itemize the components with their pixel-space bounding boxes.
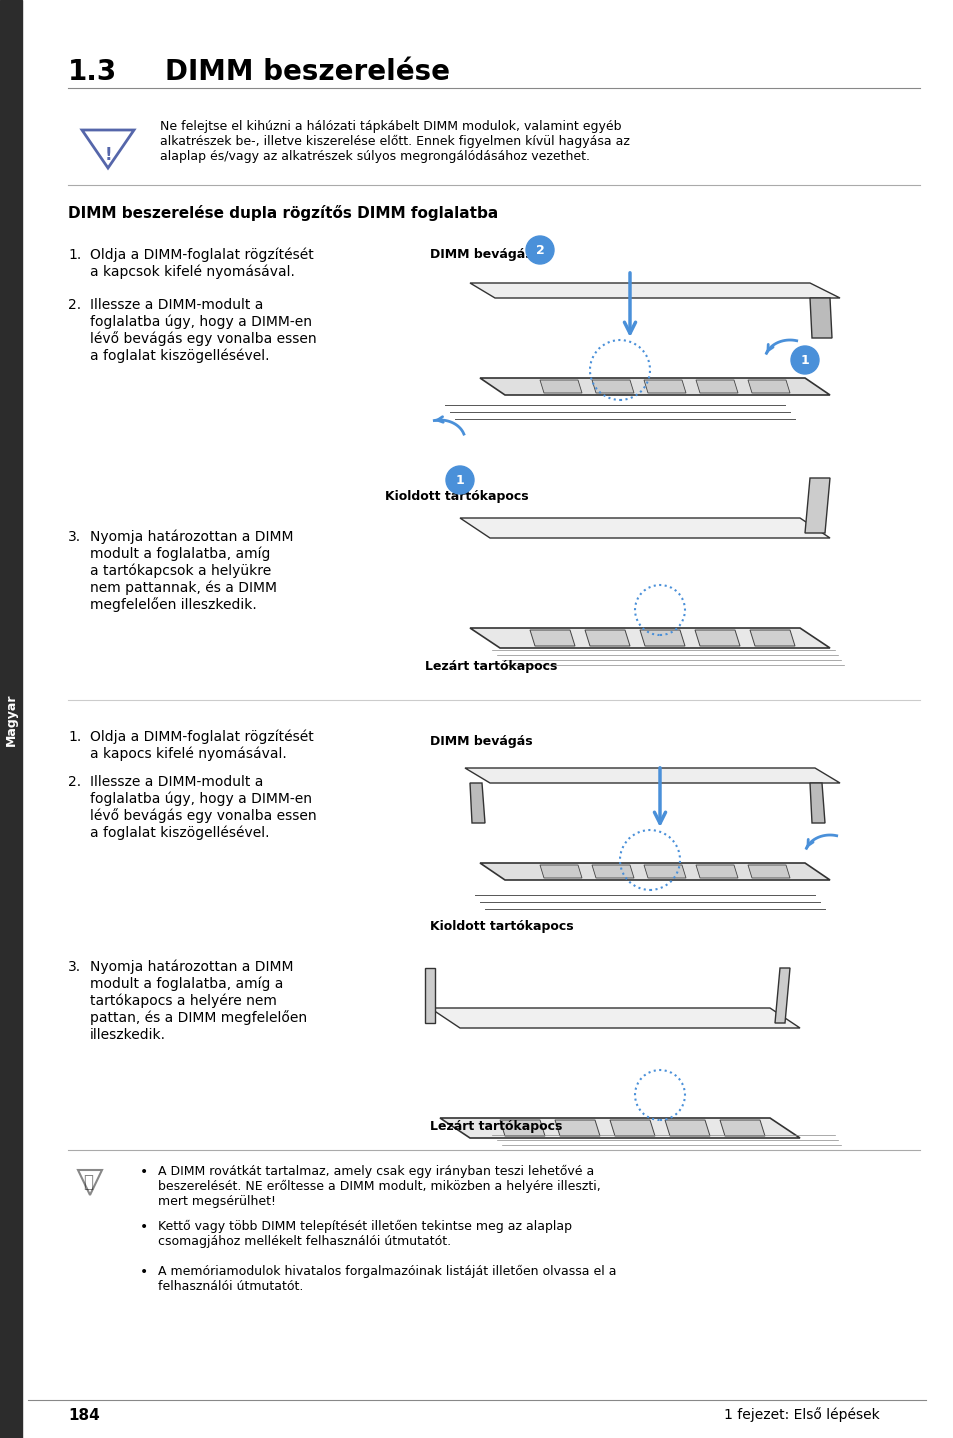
Text: •: •	[140, 1165, 148, 1179]
Text: 1: 1	[800, 354, 808, 367]
Text: DIMM beszerelése: DIMM beszerelése	[165, 58, 450, 86]
Text: Oldja a DIMM-foglalat rögzítését
a kapcsok kifelé nyomásával.: Oldja a DIMM-foglalat rögzítését a kapcs…	[90, 247, 314, 279]
Polygon shape	[530, 630, 575, 646]
Polygon shape	[695, 630, 740, 646]
Polygon shape	[639, 630, 684, 646]
Polygon shape	[609, 1120, 655, 1136]
Text: 2.: 2.	[68, 298, 81, 312]
Text: Kioldott tartókapocs: Kioldott tartókapocs	[430, 920, 573, 933]
Text: 3.: 3.	[68, 531, 81, 544]
Text: Ne felejtse el kihúzni a hálózati tápkábelt DIMM modulok, valamint egyéb
alkatré: Ne felejtse el kihúzni a hálózati tápkáb…	[160, 119, 629, 162]
Text: Kettő vagy több DIMM telepítését illetően tekintse meg az alaplap
csomagjához me: Kettő vagy több DIMM telepítését illetőe…	[158, 1219, 572, 1248]
Text: A memóriamodulok hivatalos forgalmazóinak listáját illetően olvassa el a
felhasz: A memóriamodulok hivatalos forgalmazóina…	[158, 1265, 616, 1293]
Polygon shape	[809, 298, 831, 338]
Polygon shape	[464, 768, 840, 784]
Polygon shape	[664, 1120, 709, 1136]
Text: 1.: 1.	[68, 731, 81, 743]
Polygon shape	[584, 630, 629, 646]
Text: Magyar: Magyar	[5, 693, 17, 746]
Polygon shape	[696, 866, 738, 879]
Polygon shape	[643, 380, 685, 393]
Polygon shape	[696, 380, 738, 393]
Text: Oldja a DIMM-foglalat rögzítését
a kapocs kifelé nyomásával.: Oldja a DIMM-foglalat rögzítését a kapoc…	[90, 731, 314, 761]
Text: •: •	[140, 1219, 148, 1234]
Text: 3.: 3.	[68, 961, 81, 974]
Polygon shape	[470, 628, 829, 649]
Text: DIMM bevágás: DIMM bevágás	[430, 735, 532, 748]
Polygon shape	[479, 863, 829, 880]
Circle shape	[790, 347, 818, 374]
Polygon shape	[539, 866, 581, 879]
Polygon shape	[774, 968, 789, 1022]
Text: Lezárt tartókapocs: Lezárt tartókapocs	[430, 1120, 561, 1133]
Polygon shape	[499, 1120, 544, 1136]
Polygon shape	[720, 1120, 764, 1136]
Polygon shape	[479, 378, 829, 395]
Text: 2.: 2.	[68, 775, 81, 789]
Text: 1 fejezet: Első lépések: 1 fejezet: Első lépések	[723, 1408, 879, 1422]
Polygon shape	[747, 380, 789, 393]
Polygon shape	[747, 866, 789, 879]
Circle shape	[525, 236, 554, 265]
Text: 1.: 1.	[68, 247, 81, 262]
Text: Lezárt tartókapocs: Lezárt tartókapocs	[424, 660, 557, 673]
Text: Nyomja határozottan a DIMM
modult a foglalatba, amíg a
tartókapocs a helyére nem: Nyomja határozottan a DIMM modult a fogl…	[90, 961, 307, 1041]
Text: DIMM beszerelése dupla rögzítős DIMM foglalatba: DIMM beszerelése dupla rögzítős DIMM fog…	[68, 206, 497, 221]
Text: •: •	[140, 1265, 148, 1278]
Polygon shape	[592, 866, 634, 879]
Text: Nyomja határozottan a DIMM
modult a foglalatba, amíg
a tartókapcsok a helyükre
n: Nyomja határozottan a DIMM modult a fogl…	[90, 531, 294, 613]
Polygon shape	[459, 518, 829, 538]
Circle shape	[446, 466, 474, 495]
Polygon shape	[470, 283, 840, 298]
Text: 1.3: 1.3	[68, 58, 117, 86]
Polygon shape	[430, 1008, 800, 1028]
Text: !: !	[104, 147, 112, 164]
Text: A DIMM rovátkát tartalmaz, amely csak egy irányban teszi lehetővé a
beszerelését: A DIMM rovátkát tartalmaz, amely csak eg…	[158, 1165, 600, 1208]
Text: 184: 184	[68, 1408, 100, 1422]
Polygon shape	[809, 784, 824, 823]
Polygon shape	[555, 1120, 599, 1136]
Polygon shape	[749, 630, 794, 646]
Polygon shape	[592, 380, 634, 393]
Text: Kioldott tartókapocs: Kioldott tartókapocs	[385, 490, 528, 503]
Text: Illessze a DIMM-modult a
foglalatba úgy, hogy a DIMM-en
lévő bevágás egy vonalba: Illessze a DIMM-modult a foglalatba úgy,…	[90, 775, 316, 840]
Bar	[0, 0, 22, 1438]
Polygon shape	[804, 477, 829, 533]
Polygon shape	[470, 784, 484, 823]
Polygon shape	[643, 866, 685, 879]
Text: ✋: ✋	[83, 1173, 92, 1191]
Polygon shape	[539, 380, 581, 393]
Polygon shape	[424, 968, 435, 1022]
Text: DIMM bevágás: DIMM bevágás	[430, 247, 532, 262]
Text: 1: 1	[456, 473, 464, 486]
Text: Illessze a DIMM-modult a
foglalatba úgy, hogy a DIMM-en
lévő bevágás egy vonalba: Illessze a DIMM-modult a foglalatba úgy,…	[90, 298, 316, 362]
Text: 2: 2	[535, 243, 544, 256]
Polygon shape	[439, 1117, 800, 1137]
